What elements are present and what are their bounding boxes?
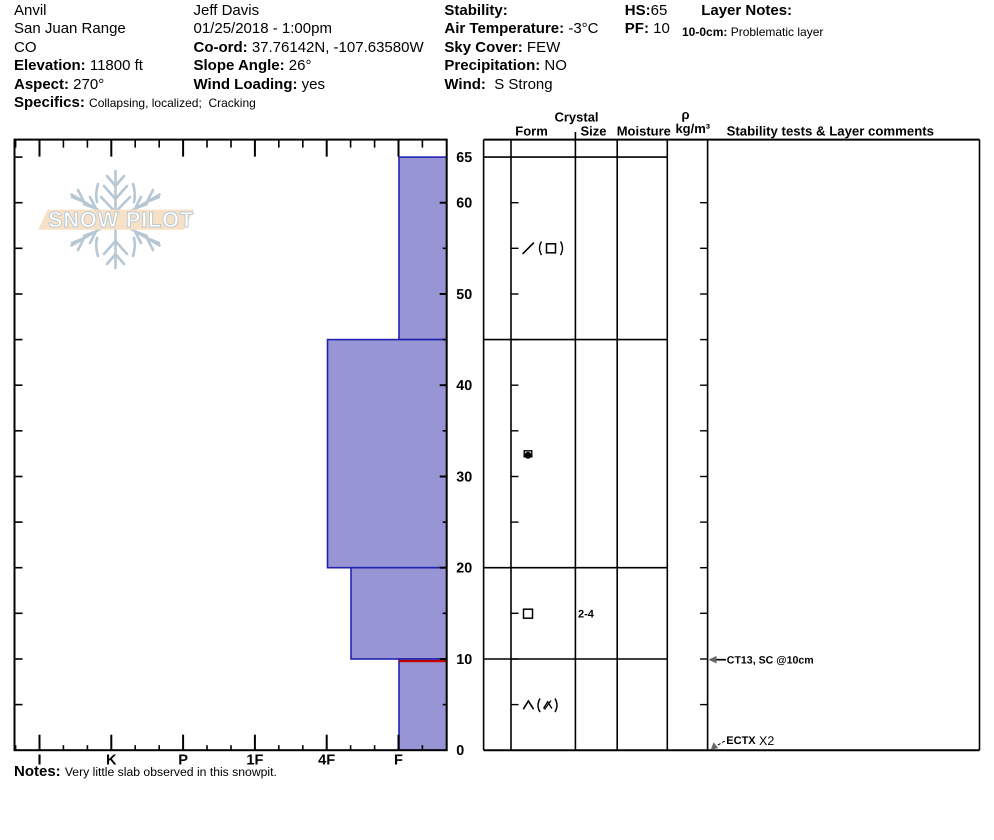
svg-text:0: 0 xyxy=(456,743,464,759)
svg-text:4F: 4F xyxy=(318,752,335,768)
svg-text:10: 10 xyxy=(456,652,472,668)
svg-text:kg/m³: kg/m³ xyxy=(675,121,710,136)
svg-text:ρ: ρ xyxy=(681,107,689,122)
svg-text:30: 30 xyxy=(456,470,472,486)
svg-text:Form: Form xyxy=(515,124,548,139)
svg-text:CT13, SC @10cm: CT13, SC @10cm xyxy=(727,654,814,666)
svg-text:Stability tests & Layer commen: Stability tests & Layer comments xyxy=(727,124,934,139)
svg-text:65: 65 xyxy=(456,150,472,166)
svg-text:20: 20 xyxy=(456,561,472,577)
svg-text:40: 40 xyxy=(456,378,472,394)
svg-text:60: 60 xyxy=(456,196,472,212)
svg-text:K: K xyxy=(106,752,117,768)
svg-text:X2: X2 xyxy=(759,734,774,748)
svg-text:50: 50 xyxy=(456,287,472,303)
svg-text:1F: 1F xyxy=(246,752,263,768)
svg-text:I: I xyxy=(37,752,41,768)
svg-text:SNOW PILOT: SNOW PILOT xyxy=(48,207,194,232)
svg-text:P: P xyxy=(178,752,188,768)
svg-text:Crystal: Crystal xyxy=(554,110,598,125)
svg-text:2-4: 2-4 xyxy=(578,609,595,621)
svg-text:ECTX: ECTX xyxy=(726,735,756,747)
svg-text:F: F xyxy=(394,752,403,768)
svg-text:Moisture: Moisture xyxy=(617,124,671,139)
svg-text:Size: Size xyxy=(580,124,606,139)
